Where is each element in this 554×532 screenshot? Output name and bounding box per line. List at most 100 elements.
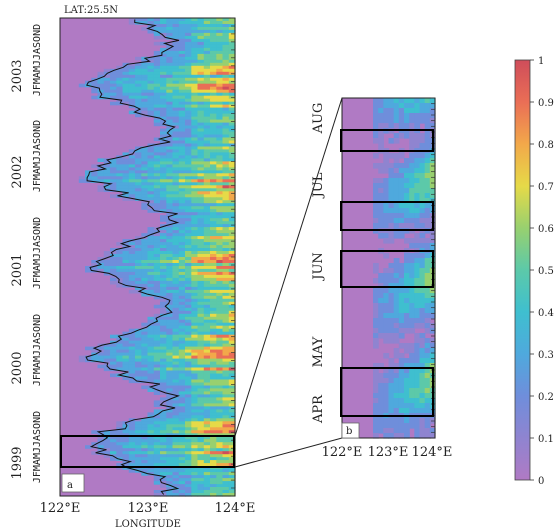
colorbar: 0 0.1 0.2 0.3 0.4 0.5 0.6 0.7 0.8 0.9 1 bbox=[514, 56, 554, 487]
heat-cell bbox=[172, 436, 180, 440]
heat-cell bbox=[172, 122, 180, 127]
heat-cell bbox=[141, 322, 149, 327]
heat-cell bbox=[419, 423, 426, 429]
heat-cell bbox=[178, 233, 186, 237]
heat-cell bbox=[178, 212, 186, 216]
heat-cell bbox=[409, 303, 415, 309]
heat-cell bbox=[197, 322, 205, 327]
heat-cell bbox=[103, 74, 111, 79]
heat-cell bbox=[147, 80, 155, 85]
heat-cell bbox=[388, 108, 395, 114]
heat-cell bbox=[222, 409, 230, 413]
heat-cell bbox=[191, 397, 199, 401]
heat-cell bbox=[228, 140, 236, 145]
heat-cell bbox=[197, 89, 205, 94]
heat-cell bbox=[197, 361, 205, 366]
heat-cell bbox=[178, 439, 186, 443]
heat-cell bbox=[153, 400, 161, 404]
heat-cell bbox=[128, 370, 136, 375]
heat-cell bbox=[116, 89, 124, 94]
heat-cell bbox=[216, 44, 224, 49]
heat-cell bbox=[429, 243, 436, 249]
heat-cell bbox=[429, 363, 436, 369]
heat-cell bbox=[147, 21, 155, 25]
heat-cell bbox=[172, 292, 180, 297]
heat-cell bbox=[185, 170, 192, 174]
heat-cell bbox=[383, 333, 390, 339]
heat-cell bbox=[378, 408, 384, 414]
heat-cell bbox=[398, 388, 405, 394]
heat-cell bbox=[383, 408, 390, 414]
heat-cell bbox=[166, 230, 174, 234]
heat-cell bbox=[210, 412, 217, 416]
heat-cell bbox=[419, 243, 426, 249]
heat-cell bbox=[191, 361, 199, 366]
heat-cell bbox=[135, 71, 142, 76]
heat-cell bbox=[172, 98, 180, 103]
heat-cell bbox=[393, 133, 400, 139]
heat-cell bbox=[228, 245, 236, 249]
heat-cell bbox=[203, 173, 211, 177]
heat-cell bbox=[210, 77, 217, 82]
heat-cell bbox=[424, 133, 431, 139]
heat-cell bbox=[153, 182, 161, 186]
heat-cell bbox=[393, 288, 400, 294]
heat-cell bbox=[414, 153, 421, 159]
heat-cell bbox=[203, 472, 211, 476]
heat-cell bbox=[383, 368, 390, 374]
heat-cell bbox=[419, 193, 426, 199]
heat-cell bbox=[172, 18, 180, 22]
heat-cell bbox=[141, 271, 149, 276]
heat-cell bbox=[378, 223, 384, 229]
heat-cell bbox=[178, 310, 186, 315]
heat-cell bbox=[222, 215, 230, 219]
heat-cell bbox=[141, 92, 149, 97]
heat-cell bbox=[147, 101, 155, 106]
heat-cell bbox=[419, 168, 426, 174]
heat-cell bbox=[141, 185, 149, 189]
heat-cell bbox=[116, 421, 124, 425]
heat-cell bbox=[197, 44, 205, 49]
heat-cell bbox=[178, 367, 186, 372]
heat-cell bbox=[110, 268, 117, 273]
heat-cell bbox=[185, 41, 192, 46]
heat-cell bbox=[122, 271, 130, 276]
heat-cell bbox=[419, 278, 426, 284]
heat-cell bbox=[185, 35, 192, 40]
heat-cell bbox=[191, 242, 199, 246]
heat-cell bbox=[210, 266, 217, 270]
heat-cell bbox=[414, 138, 421, 144]
heat-cell bbox=[78, 355, 86, 360]
heat-cell bbox=[103, 346, 111, 351]
heat-cell bbox=[172, 319, 180, 324]
heat-cell bbox=[166, 233, 174, 237]
heat-cell bbox=[172, 77, 180, 82]
heat-cell bbox=[197, 418, 205, 422]
heat-cell bbox=[222, 475, 230, 479]
heat-cell bbox=[135, 254, 142, 258]
heat-cell bbox=[128, 271, 136, 276]
heat-cell bbox=[414, 368, 421, 374]
heat-cell bbox=[110, 74, 117, 79]
heat-cell bbox=[388, 263, 395, 269]
heat-cell bbox=[153, 469, 161, 473]
heat-cell bbox=[409, 143, 415, 149]
heat-cell bbox=[122, 457, 130, 461]
heat-cell bbox=[135, 361, 142, 366]
heat-cell bbox=[216, 274, 224, 279]
heat-cell bbox=[85, 355, 92, 360]
heat-cell bbox=[191, 334, 199, 339]
heat-cell bbox=[172, 47, 180, 52]
heat-cell bbox=[203, 21, 211, 25]
heat-cell bbox=[166, 194, 174, 198]
heat-cell bbox=[414, 278, 421, 284]
heat-cell bbox=[97, 89, 105, 94]
heat-cell bbox=[178, 442, 186, 446]
heat-cell bbox=[414, 113, 421, 119]
heat-cell bbox=[103, 86, 111, 91]
heat-cell bbox=[203, 451, 211, 455]
heat-cell bbox=[185, 248, 192, 252]
heat-cell bbox=[91, 358, 99, 363]
heat-cell bbox=[409, 203, 415, 209]
heat-cell bbox=[147, 373, 155, 378]
